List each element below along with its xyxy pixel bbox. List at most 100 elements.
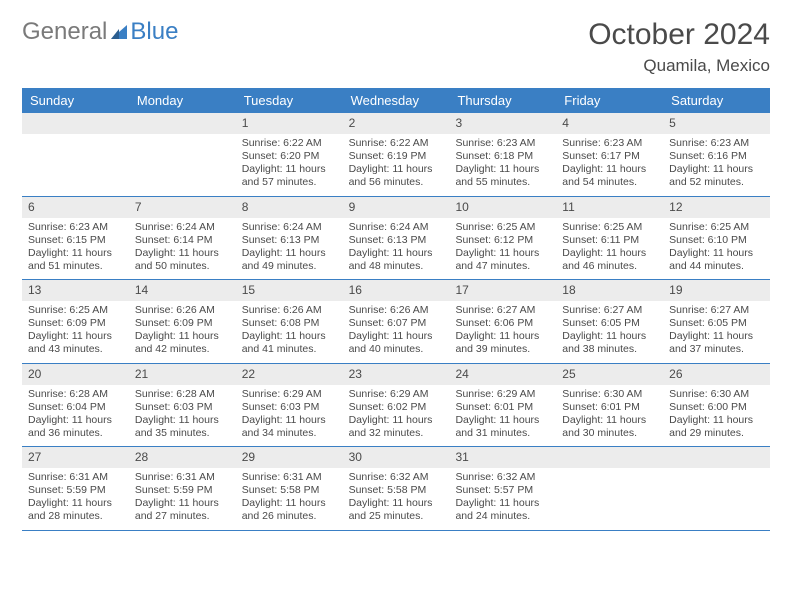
day-number: 22 <box>236 364 343 385</box>
daylight-text: Daylight: 11 hours and 55 minutes. <box>455 163 550 189</box>
daylight-text: Daylight: 11 hours and 28 minutes. <box>28 497 123 523</box>
day-number: 18 <box>556 280 663 301</box>
day-number: 24 <box>449 364 556 385</box>
day-cell: 8Sunrise: 6:24 AMSunset: 6:13 PMDaylight… <box>236 197 343 280</box>
sunrise-text: Sunrise: 6:32 AM <box>455 471 550 484</box>
daylight-text: Daylight: 11 hours and 52 minutes. <box>669 163 764 189</box>
day-cell: 3Sunrise: 6:23 AMSunset: 6:18 PMDaylight… <box>449 113 556 196</box>
sunset-text: Sunset: 6:05 PM <box>562 317 657 330</box>
day-number: 2 <box>343 113 450 134</box>
sunset-text: Sunset: 6:06 PM <box>455 317 550 330</box>
daylight-text: Daylight: 11 hours and 38 minutes. <box>562 330 657 356</box>
day-cell: 13Sunrise: 6:25 AMSunset: 6:09 PMDayligh… <box>22 280 129 363</box>
sunrise-text: Sunrise: 6:25 AM <box>455 221 550 234</box>
daylight-text: Daylight: 11 hours and 25 minutes. <box>349 497 444 523</box>
sunrise-text: Sunrise: 6:26 AM <box>349 304 444 317</box>
sunset-text: Sunset: 6:02 PM <box>349 401 444 414</box>
day-body: Sunrise: 6:29 AMSunset: 6:03 PMDaylight:… <box>236 385 343 447</box>
day-number: 28 <box>129 447 236 468</box>
day-cell: 25Sunrise: 6:30 AMSunset: 6:01 PMDayligh… <box>556 364 663 447</box>
sunset-text: Sunset: 6:17 PM <box>562 150 657 163</box>
daylight-text: Daylight: 11 hours and 49 minutes. <box>242 247 337 273</box>
sunset-text: Sunset: 5:59 PM <box>28 484 123 497</box>
day-number: 26 <box>663 364 770 385</box>
day-body: Sunrise: 6:22 AMSunset: 6:20 PMDaylight:… <box>236 134 343 196</box>
day-cell: 21Sunrise: 6:28 AMSunset: 6:03 PMDayligh… <box>129 364 236 447</box>
calendar: Sunday Monday Tuesday Wednesday Thursday… <box>22 88 770 531</box>
sunrise-text: Sunrise: 6:32 AM <box>349 471 444 484</box>
day-number: 16 <box>343 280 450 301</box>
daylight-text: Daylight: 11 hours and 54 minutes. <box>562 163 657 189</box>
sunrise-text: Sunrise: 6:27 AM <box>562 304 657 317</box>
sunset-text: Sunset: 6:09 PM <box>28 317 123 330</box>
day-body: Sunrise: 6:25 AMSunset: 6:11 PMDaylight:… <box>556 218 663 280</box>
sunrise-text: Sunrise: 6:29 AM <box>242 388 337 401</box>
sunset-text: Sunset: 6:13 PM <box>349 234 444 247</box>
day-cell <box>556 447 663 530</box>
sunrise-text: Sunrise: 6:27 AM <box>669 304 764 317</box>
day-body: Sunrise: 6:23 AMSunset: 6:16 PMDaylight:… <box>663 134 770 196</box>
sunset-text: Sunset: 6:00 PM <box>669 401 764 414</box>
daylight-text: Daylight: 11 hours and 44 minutes. <box>669 247 764 273</box>
day-cell: 11Sunrise: 6:25 AMSunset: 6:11 PMDayligh… <box>556 197 663 280</box>
logo: General Blue <box>22 18 178 46</box>
day-body: Sunrise: 6:26 AMSunset: 6:09 PMDaylight:… <box>129 301 236 363</box>
sail-icon <box>109 23 129 41</box>
day-cell: 4Sunrise: 6:23 AMSunset: 6:17 PMDaylight… <box>556 113 663 196</box>
sunset-text: Sunset: 5:58 PM <box>349 484 444 497</box>
day-body: Sunrise: 6:30 AMSunset: 6:01 PMDaylight:… <box>556 385 663 447</box>
day-cell: 14Sunrise: 6:26 AMSunset: 6:09 PMDayligh… <box>129 280 236 363</box>
sunrise-text: Sunrise: 6:25 AM <box>562 221 657 234</box>
day-body: Sunrise: 6:27 AMSunset: 6:05 PMDaylight:… <box>663 301 770 363</box>
weekday-monday: Monday <box>129 88 236 113</box>
week-row: 1Sunrise: 6:22 AMSunset: 6:20 PMDaylight… <box>22 113 770 197</box>
weekday-wednesday: Wednesday <box>343 88 450 113</box>
daylight-text: Daylight: 11 hours and 26 minutes. <box>242 497 337 523</box>
day-body: Sunrise: 6:27 AMSunset: 6:05 PMDaylight:… <box>556 301 663 363</box>
sunrise-text: Sunrise: 6:24 AM <box>135 221 230 234</box>
sunset-text: Sunset: 6:20 PM <box>242 150 337 163</box>
day-body: Sunrise: 6:28 AMSunset: 6:03 PMDaylight:… <box>129 385 236 447</box>
daylight-text: Daylight: 11 hours and 29 minutes. <box>669 414 764 440</box>
day-body: Sunrise: 6:31 AMSunset: 5:59 PMDaylight:… <box>129 468 236 530</box>
day-body: Sunrise: 6:23 AMSunset: 6:18 PMDaylight:… <box>449 134 556 196</box>
day-cell: 26Sunrise: 6:30 AMSunset: 6:00 PMDayligh… <box>663 364 770 447</box>
sunset-text: Sunset: 6:03 PM <box>135 401 230 414</box>
day-number: 8 <box>236 197 343 218</box>
day-cell: 2Sunrise: 6:22 AMSunset: 6:19 PMDaylight… <box>343 113 450 196</box>
day-body: Sunrise: 6:23 AMSunset: 6:17 PMDaylight:… <box>556 134 663 196</box>
daylight-text: Daylight: 11 hours and 50 minutes. <box>135 247 230 273</box>
day-number: 17 <box>449 280 556 301</box>
day-number: 25 <box>556 364 663 385</box>
day-cell: 15Sunrise: 6:26 AMSunset: 6:08 PMDayligh… <box>236 280 343 363</box>
sunrise-text: Sunrise: 6:31 AM <box>28 471 123 484</box>
day-body: Sunrise: 6:30 AMSunset: 6:00 PMDaylight:… <box>663 385 770 447</box>
daylight-text: Daylight: 11 hours and 48 minutes. <box>349 247 444 273</box>
sunset-text: Sunset: 5:58 PM <box>242 484 337 497</box>
sunset-text: Sunset: 6:08 PM <box>242 317 337 330</box>
sunset-text: Sunset: 6:18 PM <box>455 150 550 163</box>
daylight-text: Daylight: 11 hours and 51 minutes. <box>28 247 123 273</box>
day-cell: 29Sunrise: 6:31 AMSunset: 5:58 PMDayligh… <box>236 447 343 530</box>
day-cell: 27Sunrise: 6:31 AMSunset: 5:59 PMDayligh… <box>22 447 129 530</box>
day-number: 9 <box>343 197 450 218</box>
day-body: Sunrise: 6:26 AMSunset: 6:08 PMDaylight:… <box>236 301 343 363</box>
daylight-text: Daylight: 11 hours and 40 minutes. <box>349 330 444 356</box>
day-number: 7 <box>129 197 236 218</box>
weekday-thursday: Thursday <box>449 88 556 113</box>
day-cell <box>22 113 129 196</box>
daylight-text: Daylight: 11 hours and 27 minutes. <box>135 497 230 523</box>
sunset-text: Sunset: 6:12 PM <box>455 234 550 247</box>
daylight-text: Daylight: 11 hours and 32 minutes. <box>349 414 444 440</box>
day-number: 23 <box>343 364 450 385</box>
sunset-text: Sunset: 6:07 PM <box>349 317 444 330</box>
day-cell: 6Sunrise: 6:23 AMSunset: 6:15 PMDaylight… <box>22 197 129 280</box>
day-body: Sunrise: 6:25 AMSunset: 6:09 PMDaylight:… <box>22 301 129 363</box>
daylight-text: Daylight: 11 hours and 46 minutes. <box>562 247 657 273</box>
daylight-text: Daylight: 11 hours and 24 minutes. <box>455 497 550 523</box>
sunset-text: Sunset: 6:01 PM <box>562 401 657 414</box>
sunrise-text: Sunrise: 6:26 AM <box>135 304 230 317</box>
sunrise-text: Sunrise: 6:27 AM <box>455 304 550 317</box>
day-body: Sunrise: 6:27 AMSunset: 6:06 PMDaylight:… <box>449 301 556 363</box>
day-cell: 5Sunrise: 6:23 AMSunset: 6:16 PMDaylight… <box>663 113 770 196</box>
